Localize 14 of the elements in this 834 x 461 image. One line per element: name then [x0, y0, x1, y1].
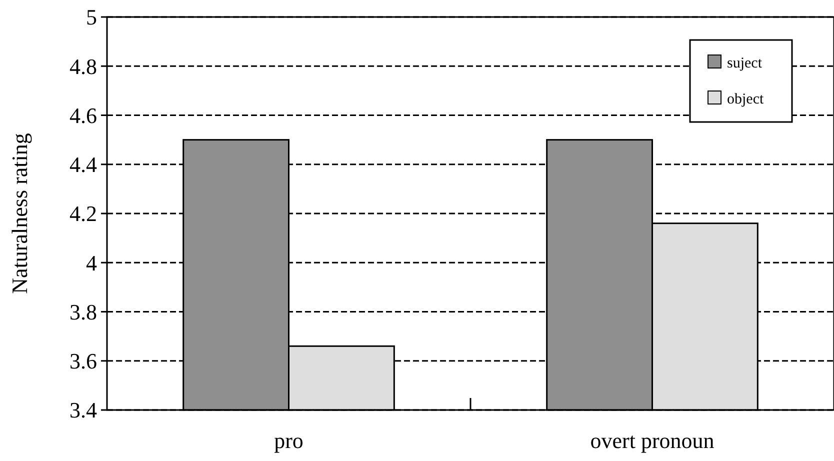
x-tick-label: overt pronoun — [590, 428, 714, 453]
legend-label: object — [727, 91, 764, 108]
x-tick-label: pro — [274, 428, 304, 453]
y-tick-label: 3.4 — [70, 398, 97, 423]
y-tick-label: 4.8 — [70, 54, 97, 79]
y-tick-label: 3.6 — [70, 348, 97, 374]
y-axis-title: Naturalness rating — [7, 133, 32, 294]
y-tick-label: 5 — [86, 4, 97, 30]
y-tick-label: 4.4 — [70, 152, 97, 178]
y-tick-label: 4.6 — [70, 102, 97, 128]
y-tick-label: 4.2 — [70, 201, 97, 226]
y-tick-label: 4 — [86, 250, 97, 276]
legend-label: suject — [727, 55, 763, 72]
y-tick-label: 3.8 — [70, 299, 97, 324]
